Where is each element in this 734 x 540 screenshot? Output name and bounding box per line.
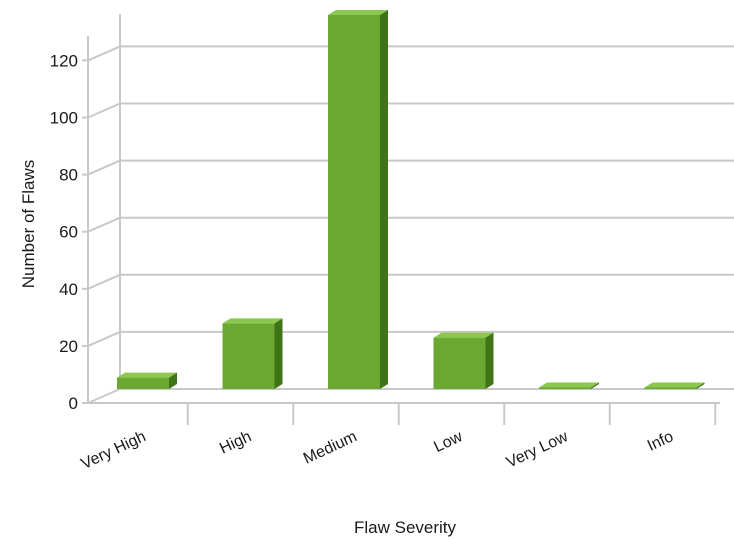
bar-top: [539, 382, 599, 388]
y-tick-label: 80: [59, 166, 78, 185]
bar: [328, 14, 380, 390]
y-tick-label: 20: [59, 337, 78, 356]
gridline-depth: [87, 216, 121, 233]
bar: [644, 387, 697, 389]
gridline-depth: [87, 388, 121, 404]
gridline-depth: [87, 45, 121, 62]
y-tick-label: 120: [50, 51, 78, 70]
bar-top: [644, 382, 705, 388]
bar-side: [274, 318, 283, 389]
gridline-depth: [87, 330, 121, 347]
y-axis-title: Number of Flaws: [19, 160, 38, 288]
y-tick-label: 0: [69, 394, 78, 413]
x-tick-label: Medium: [301, 428, 360, 467]
bar-top: [433, 332, 494, 338]
x-tick-label: Low: [431, 428, 465, 456]
x-tick-label: High: [217, 428, 254, 457]
bar-side: [696, 382, 705, 389]
bar-side: [591, 382, 599, 389]
bar: [433, 337, 486, 389]
bar-top: [222, 318, 283, 324]
y-tick-label: 60: [59, 223, 78, 242]
bar-top: [117, 372, 177, 378]
bar: [117, 377, 169, 389]
x-tick-label: Info: [645, 428, 676, 455]
bar: [222, 323, 275, 389]
y-tick-label: 40: [59, 280, 78, 299]
x-tick-label: Very Low: [504, 428, 571, 471]
bar-side: [169, 372, 177, 389]
bar-side: [380, 9, 388, 390]
x-axis-ticks: Very High High Medium Low Very Low Info: [79, 428, 677, 473]
bar: [539, 387, 591, 389]
x-axis-title: Flaw Severity: [354, 518, 457, 537]
y-axis-ticks: 0 20 40 60 80 100 120: [50, 51, 78, 413]
gridline-depth: [87, 102, 121, 119]
bar-top: [328, 9, 388, 15]
gridline-depth: [87, 273, 121, 290]
chart-bars: [117, 9, 705, 390]
chart-grid: [82, 14, 734, 425]
y-tick-label: 100: [50, 109, 78, 128]
gridline-depth: [87, 159, 121, 176]
bar-side: [485, 332, 494, 389]
x-tick-label: Very High: [79, 428, 149, 473]
